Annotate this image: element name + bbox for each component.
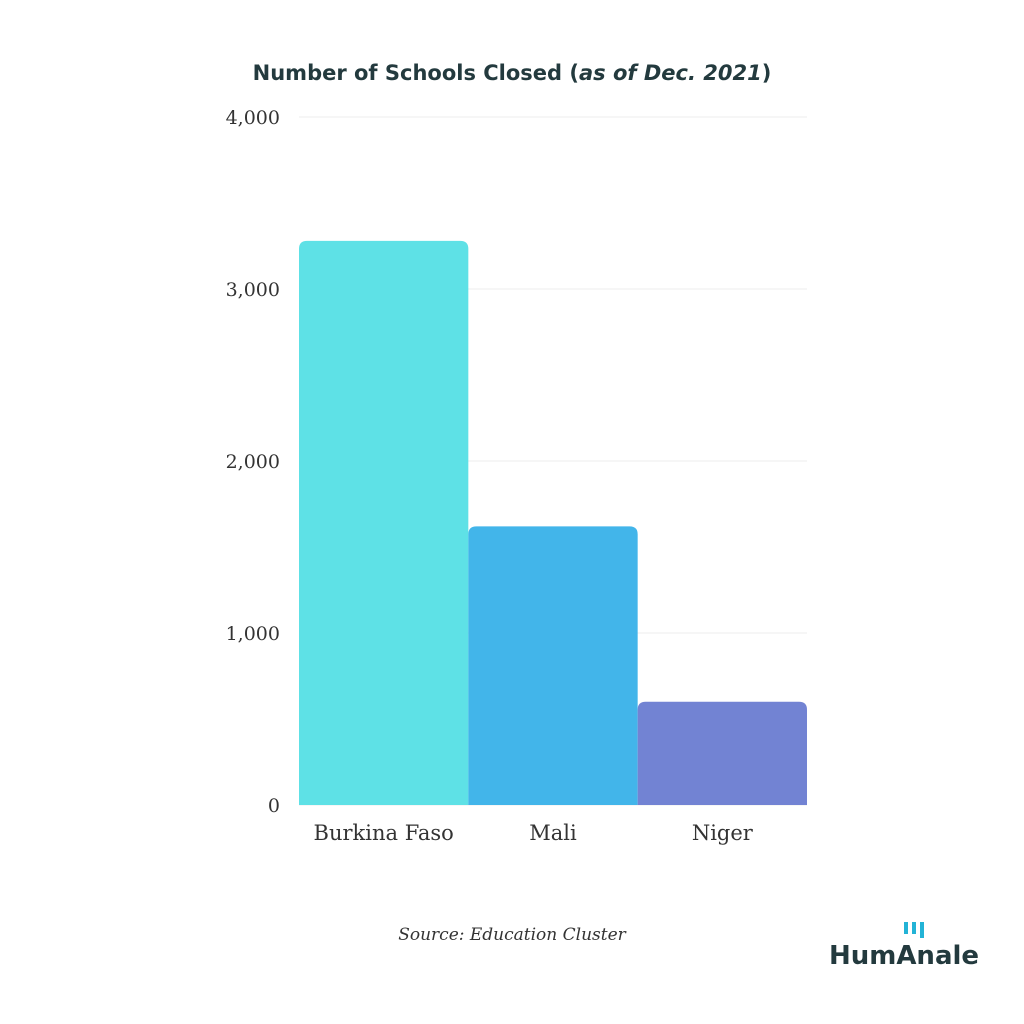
logo-icon [920,922,924,938]
logo-text: HumAnale [829,941,979,971]
x-tick-label: Niger [692,821,754,845]
y-tick-label: 3,000 [226,279,280,301]
x-tick-label: Burkina Faso [314,821,454,845]
title-part: ) [762,61,772,85]
y-tick-label: 0 [268,795,280,817]
logo-icon [912,922,916,934]
logo: HumAnale [829,922,979,971]
source: Source: Education Cluster [398,925,626,945]
logo-icon [904,922,908,934]
y-tick-label: 4,000 [226,107,280,129]
bar [637,701,807,805]
x-tick-label: Mali [529,821,577,845]
bar [299,240,469,806]
chart-title: Number of Schools Closed (as of Dec. 202… [253,61,772,85]
y-tick-label: 1,000 [226,623,280,645]
title-part: as of Dec. 2021 [579,61,762,85]
title-part: Number of Schools Closed ( [253,61,579,85]
y-tick-label: 2,000 [226,451,280,473]
bar [468,526,638,805]
